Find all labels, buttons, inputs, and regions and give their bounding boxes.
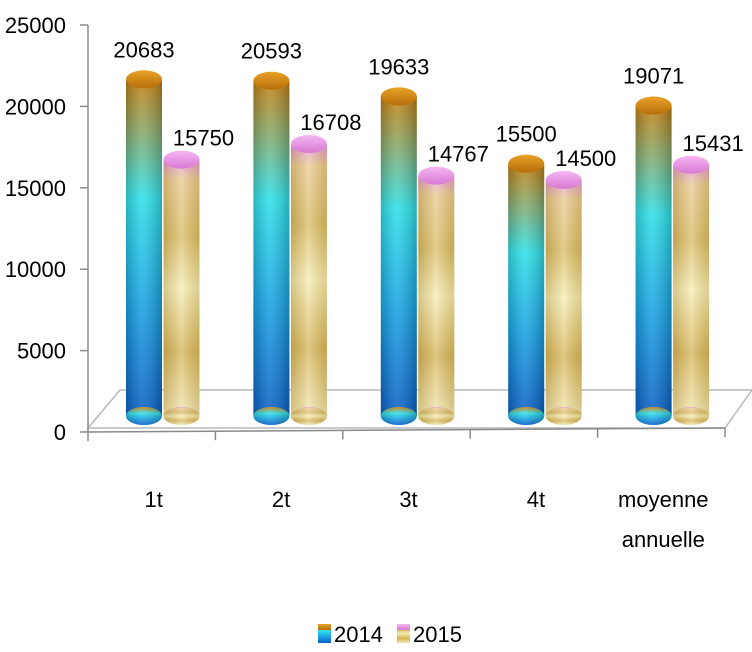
bar-2014-1	[126, 70, 162, 425]
data-labels: 20683 15750 20593 16708 19633 14767 1550014500…	[113, 37, 743, 171]
bar-2015-1	[163, 150, 200, 425]
y-tick-label: 0	[54, 420, 66, 445]
x-axis-line	[87, 427, 726, 433]
y-tick-label: 10000	[5, 257, 66, 282]
x-axis-ticks	[87, 428, 726, 441]
data-label-2015-5: 15431	[683, 131, 744, 156]
category-label-3: 3t	[399, 487, 417, 512]
data-label-2014-2: 20593	[241, 39, 302, 64]
data-label-2014-4: 15500	[496, 122, 557, 147]
bar-2014-4	[508, 154, 545, 425]
bar-2015-4	[545, 170, 582, 425]
data-label-2015-3: 14767	[428, 142, 489, 167]
y-tick-label: 20000	[5, 94, 66, 119]
category-labels: 1t 2t 3t 4t moyenne annuelle	[145, 487, 709, 552]
data-label-2015-1: 15750	[173, 126, 234, 151]
bars	[126, 70, 710, 425]
y-tick-label: 25000	[5, 13, 66, 38]
legend-swatch-2014-top	[318, 624, 331, 630]
data-label-2015-2: 16708	[300, 110, 361, 135]
category-label-1: 1t	[145, 487, 163, 512]
y-tick-label: 15000	[5, 176, 66, 201]
bar-2015-5	[673, 155, 710, 425]
bar-2015-3	[418, 166, 455, 425]
legend-swatch-2015-top	[397, 624, 410, 630]
category-label-5: moyenne annuelle	[618, 487, 709, 552]
bar-2014-5	[635, 96, 672, 425]
legend: 2014 2015	[318, 622, 462, 647]
y-axis-ticks: 0 5000 10000 15000 20000 25000	[5, 13, 88, 445]
data-label-2014-3: 19633	[368, 54, 429, 79]
y-tick-label: 5000	[17, 339, 66, 364]
legend-label-2014: 2014	[334, 622, 383, 647]
legend-label-2015: 2015	[413, 622, 462, 647]
category-label-4: 4t	[527, 487, 545, 512]
bar-2014-3	[380, 87, 417, 425]
category-label-2: 2t	[272, 487, 290, 512]
data-label-2015-4: 14500	[555, 146, 616, 171]
bar-2014-2	[253, 71, 290, 425]
data-label-2014-5: 19071	[623, 64, 684, 89]
bar-2015-2	[290, 134, 327, 425]
data-label-2014-1: 20683	[113, 37, 174, 62]
